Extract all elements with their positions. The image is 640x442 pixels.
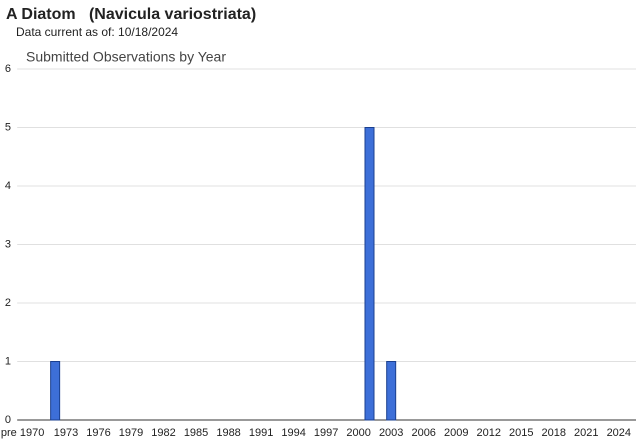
bar bbox=[50, 361, 61, 421]
x-tick-label: 2018 bbox=[542, 427, 566, 439]
y-tick-label: 1 bbox=[5, 355, 11, 367]
x-tick-label: 1985 bbox=[184, 427, 208, 439]
y-tick-label: 5 bbox=[5, 121, 11, 133]
x-tick-label: 2006 bbox=[411, 427, 435, 439]
y-tick-label: 6 bbox=[5, 63, 11, 75]
y-tick-label: 2 bbox=[5, 297, 11, 309]
x-tick-label: 2024 bbox=[607, 427, 631, 439]
x-tick-label: 1976 bbox=[86, 427, 110, 439]
x-tick-label: 2015 bbox=[509, 427, 533, 439]
y-tick-label: 0 bbox=[5, 414, 11, 426]
x-tick-label: 1997 bbox=[314, 427, 338, 439]
x-tick-label: 2000 bbox=[346, 427, 370, 439]
x-tick-label: 1979 bbox=[119, 427, 143, 439]
page-subtitle: Data current as of: 10/18/2024 bbox=[16, 25, 178, 39]
x-tick-label: 1988 bbox=[216, 427, 240, 439]
x-tick-label: 1994 bbox=[281, 427, 305, 439]
x-tick-label: 2003 bbox=[379, 427, 403, 439]
bar bbox=[386, 361, 397, 421]
x-tick-label: 2021 bbox=[574, 427, 598, 439]
x-tick-label: 1982 bbox=[151, 427, 175, 439]
x-tick-label: 1973 bbox=[54, 427, 78, 439]
x-tick-label: 2009 bbox=[444, 427, 468, 439]
y-tick-label: 4 bbox=[5, 180, 11, 192]
y-tick-label: 3 bbox=[5, 238, 11, 250]
x-tick-label: pre 1970 bbox=[1, 427, 44, 439]
page-title: A Diatom (Navicula variostriata) bbox=[6, 6, 256, 23]
chart-title: Submitted Observations by Year bbox=[26, 49, 226, 65]
x-tick-label: 2012 bbox=[476, 427, 500, 439]
bar bbox=[364, 127, 375, 421]
x-tick-label: 1991 bbox=[249, 427, 273, 439]
